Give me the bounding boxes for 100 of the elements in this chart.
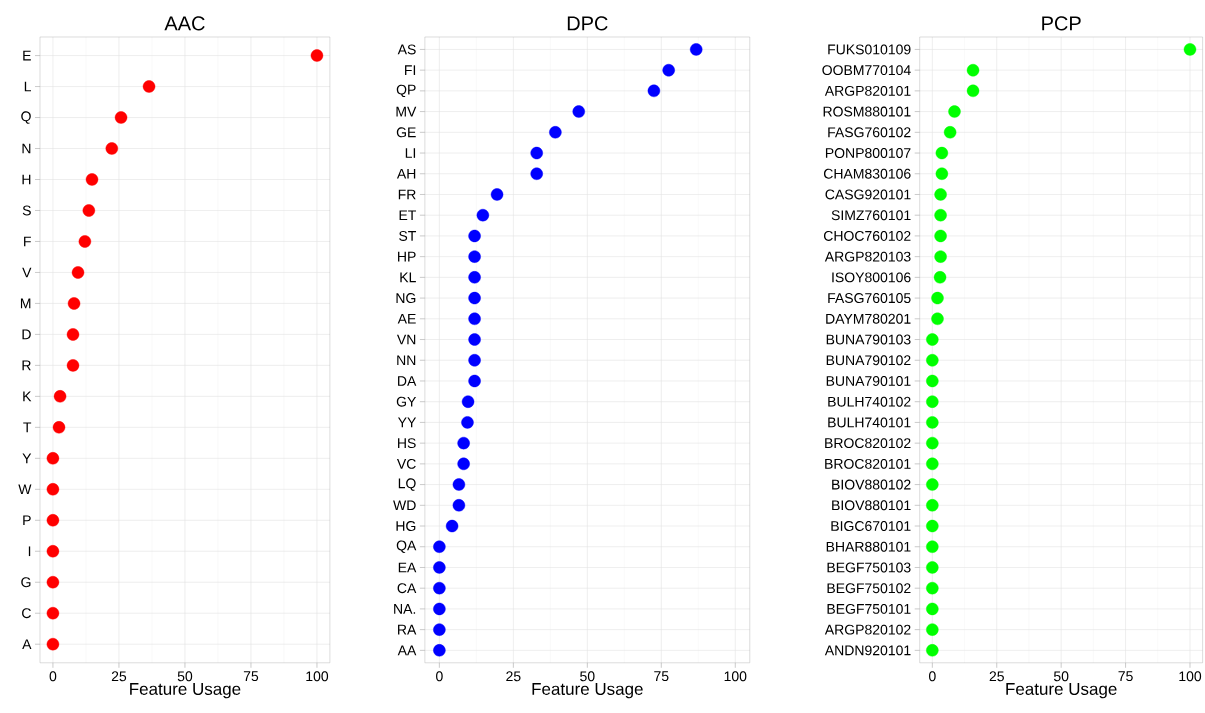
point [452, 478, 466, 491]
point [433, 540, 446, 554]
y-tick-label: HP [398, 251, 416, 262]
y-tick-label: KL [400, 272, 416, 283]
point [433, 644, 446, 657]
y-tick-label: BIGC670101 [831, 521, 911, 532]
y-tick-label: BULH740101 [828, 417, 911, 428]
y-tick-label: AH [396, 169, 416, 179]
point [46, 514, 60, 527]
y-tick-label: BHAR880101 [826, 541, 911, 552]
x-tick-label: 50 [1053, 671, 1069, 682]
point [105, 142, 119, 155]
point [931, 292, 944, 305]
y-tick-label: W [18, 484, 32, 495]
y-tick-label: BEGF750103 [827, 562, 911, 573]
point [433, 561, 446, 574]
y-tick-label: HS [398, 438, 416, 449]
point [690, 43, 703, 56]
y-tick-label: OOBM770104 [822, 65, 911, 76]
point [490, 188, 504, 201]
y-tick-label: YY [397, 417, 417, 428]
point [66, 328, 80, 341]
point [530, 146, 543, 160]
point [46, 452, 60, 465]
point [926, 644, 939, 657]
y-tick-label: C [22, 608, 31, 619]
point [926, 354, 939, 367]
point [934, 188, 947, 201]
point [46, 607, 60, 620]
point [468, 250, 481, 263]
y-tick-label: FR [398, 189, 416, 200]
point [53, 390, 67, 403]
y-tick-label: H [22, 174, 31, 185]
x-axis-title: Feature Usage [130, 683, 241, 699]
y-tick-label: WD [393, 500, 416, 511]
chart-title: DPC [567, 16, 608, 31]
point [926, 499, 939, 512]
y-tick-label: BROC820102 [825, 438, 911, 449]
y-tick-label: GY [396, 396, 417, 407]
y-tick-label: LI [405, 148, 416, 158]
y-tick-label: ARGP820103 [824, 251, 911, 262]
y-tick-label: S [22, 205, 31, 216]
y-tick-label: PONP800107 [825, 148, 911, 159]
y-tick-label: F [24, 236, 31, 247]
x-axis-title: Feature Usage [1006, 683, 1117, 699]
point [468, 312, 481, 326]
point [468, 374, 481, 388]
x-tick-label: 100 [1179, 671, 1202, 682]
y-tick-label: BROC820101 [825, 459, 911, 469]
point [934, 229, 947, 243]
point [926, 437, 939, 450]
y-tick-label: BIOV880102 [832, 479, 911, 490]
chart-title: PCP [1042, 16, 1081, 31]
y-tick-label: I [28, 546, 31, 557]
point [926, 582, 939, 595]
y-tick-label: L [24, 81, 31, 92]
y-tick-label: FUKS010109 [828, 44, 911, 55]
x-tick-label: 0 [436, 671, 443, 682]
point [46, 576, 60, 589]
y-tick-label: P [23, 515, 31, 526]
y-tick-label: GE [396, 127, 416, 138]
y-tick-label: CHOC760102 [823, 231, 911, 241]
point [433, 582, 446, 595]
y-tick-label: VN [396, 334, 416, 345]
y-tick-label: BULH740102 [828, 396, 911, 407]
y-tick-label: NN [397, 355, 416, 366]
point [310, 49, 324, 62]
y-tick-label: QA [396, 540, 417, 554]
y-tick-label: K [23, 391, 32, 402]
point [926, 374, 939, 388]
point [468, 292, 481, 305]
point [67, 297, 81, 310]
point [935, 146, 949, 160]
point [935, 167, 949, 181]
point [931, 312, 944, 326]
y-tick-label: BEGF750102 [827, 583, 911, 594]
point [461, 395, 475, 408]
y-tick-label: M [20, 298, 31, 309]
y-tick-label: NA. [394, 604, 416, 614]
point [433, 602, 446, 616]
point [452, 499, 466, 512]
y-tick-label: ISOY800106 [832, 272, 911, 283]
point [468, 333, 481, 346]
point [934, 209, 947, 222]
point [1183, 43, 1197, 56]
y-tick-label: BUNA790101 [826, 376, 911, 387]
y-tick-label: FASG760102 [828, 127, 911, 138]
y-tick-label: AA [397, 645, 417, 656]
y-tick-label: FI [405, 65, 416, 76]
x-tick-label: 25 [506, 671, 521, 682]
y-tick-label: CASG920101 [825, 189, 911, 200]
y-tick-label: N [22, 143, 31, 154]
y-tick-label: AE [397, 314, 416, 324]
point [926, 457, 939, 471]
y-tick-label: LQ [398, 478, 416, 491]
point [52, 421, 66, 434]
y-tick-label: ST [399, 231, 417, 241]
point [966, 84, 980, 98]
point [433, 623, 446, 636]
point [78, 235, 92, 248]
